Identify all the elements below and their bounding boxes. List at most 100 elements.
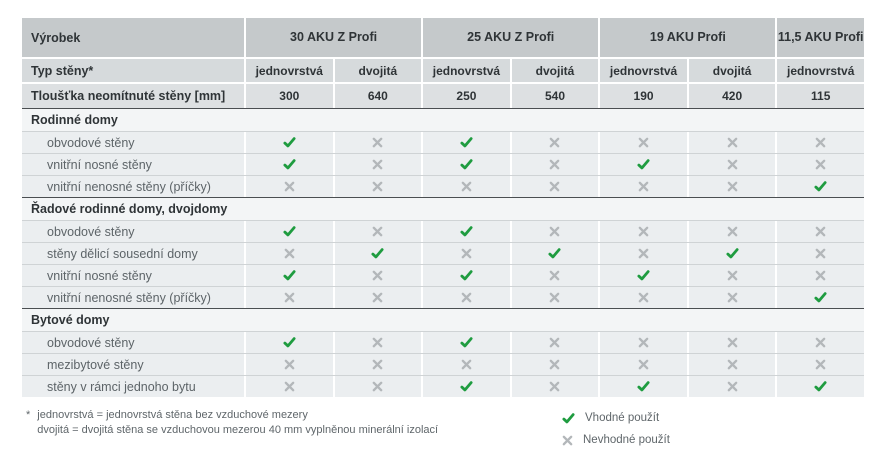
cross-icon bbox=[815, 359, 826, 370]
mark-cell bbox=[777, 376, 864, 397]
mark-cell bbox=[688, 154, 776, 175]
cross-icon bbox=[638, 337, 649, 348]
cross-icon bbox=[372, 226, 383, 237]
cross-icon bbox=[815, 337, 826, 348]
row-label: obvodové stěny bbox=[22, 221, 244, 242]
cross-icon bbox=[372, 159, 383, 170]
cross-icon bbox=[549, 226, 560, 237]
check-icon bbox=[637, 380, 650, 393]
mark-cell bbox=[246, 221, 333, 242]
section-header-row: Řadové rodinné domy, dvojdomy bbox=[22, 197, 864, 220]
table-row: vnitřní nosné stěny bbox=[22, 153, 864, 175]
mark-cell bbox=[423, 332, 510, 353]
thickness-cell: 250 bbox=[423, 84, 510, 108]
check-icon bbox=[460, 269, 473, 282]
check-icon bbox=[371, 247, 384, 260]
cross-icon bbox=[549, 181, 560, 192]
cross-icon bbox=[461, 248, 472, 259]
cross-icon bbox=[727, 292, 738, 303]
mark-cell bbox=[423, 287, 510, 308]
footnote-line-2: dvojitá = dvojitá stěna se vzduchovou me… bbox=[37, 424, 439, 436]
wall-type-cell: dvojitá bbox=[511, 59, 599, 82]
thickness-cell: 115 bbox=[777, 84, 864, 108]
mark-cell bbox=[688, 376, 776, 397]
cross-icon bbox=[461, 359, 472, 370]
cross-icon bbox=[638, 359, 649, 370]
mark-cell bbox=[688, 332, 776, 353]
table-row: vnitřní nenosné stěny (příčky) bbox=[22, 286, 864, 308]
table-row: obvodové stěny bbox=[22, 131, 864, 153]
check-icon bbox=[460, 336, 473, 349]
cross-icon bbox=[461, 292, 472, 303]
cross-icon bbox=[284, 359, 295, 370]
mark-cell bbox=[777, 221, 864, 242]
mark-cell bbox=[688, 354, 776, 375]
row-label: obvodové stěny bbox=[22, 132, 244, 153]
cross-icon bbox=[727, 181, 738, 192]
section-header-row: Bytové domy bbox=[22, 308, 864, 331]
row-label: mezibytové stěny bbox=[22, 354, 244, 375]
mark-cell bbox=[511, 221, 599, 242]
thickness-cell: 640 bbox=[334, 84, 422, 108]
mark-cell bbox=[511, 376, 599, 397]
mark-cell bbox=[600, 132, 687, 153]
table-row: obvodové stěny bbox=[22, 220, 864, 242]
table-row: vnitřní nosné stěny bbox=[22, 264, 864, 286]
mark-cell bbox=[334, 354, 422, 375]
mark-cell bbox=[688, 132, 776, 153]
cross-icon bbox=[727, 137, 738, 148]
mark-cell bbox=[777, 332, 864, 353]
check-icon bbox=[637, 158, 650, 171]
mark-cell bbox=[777, 176, 864, 197]
mark-cell bbox=[423, 265, 510, 286]
cross-icon bbox=[727, 337, 738, 348]
check-icon bbox=[637, 269, 650, 282]
cross-icon bbox=[727, 381, 738, 392]
product-column-header: Výrobek bbox=[22, 18, 244, 57]
mark-cell bbox=[423, 221, 510, 242]
cross-icon bbox=[549, 337, 560, 348]
check-icon bbox=[460, 380, 473, 393]
mark-cell bbox=[334, 176, 422, 197]
mark-cell bbox=[334, 265, 422, 286]
cross-icon bbox=[549, 270, 560, 281]
table-row: vnitřní nenosné stěny (příčky) bbox=[22, 175, 864, 197]
mark-cell bbox=[600, 243, 687, 264]
mark-cell bbox=[777, 132, 864, 153]
check-icon bbox=[460, 158, 473, 171]
thickness-cell: 300 bbox=[246, 84, 333, 108]
product-header-2: 25 AKU Z Profi bbox=[423, 18, 599, 57]
mark-cell bbox=[511, 132, 599, 153]
cross-icon bbox=[638, 292, 649, 303]
row-label: obvodové stěny bbox=[22, 332, 244, 353]
row-label: stěny v rámci jednoho bytu bbox=[22, 376, 244, 397]
product-header-row: Výrobek 30 AKU Z Profi 25 AKU Z Profi 19 AK… bbox=[22, 18, 864, 57]
mark-cell bbox=[600, 221, 687, 242]
row-label: vnitřní nenosné stěny (příčky) bbox=[22, 287, 244, 308]
cross-icon bbox=[549, 381, 560, 392]
cross-icon bbox=[549, 292, 560, 303]
row-label: vnitřní nosné stěny bbox=[22, 154, 244, 175]
mark-cell bbox=[600, 354, 687, 375]
mark-cell bbox=[777, 243, 864, 264]
wall-type-cell: jednovrstvá bbox=[777, 59, 864, 82]
cross-icon bbox=[549, 137, 560, 148]
mark-cell bbox=[511, 354, 599, 375]
table-row: stěny v rámci jednoho bytu bbox=[22, 375, 864, 397]
mark-cell bbox=[334, 287, 422, 308]
cross-icon bbox=[638, 137, 649, 148]
cross-icon bbox=[372, 181, 383, 192]
legend: Vhodné použít Nevhodné použít bbox=[562, 407, 670, 451]
wall-type-cell: dvojitá bbox=[688, 59, 776, 82]
cross-icon bbox=[815, 270, 826, 281]
footnote-marker: * bbox=[26, 409, 31, 421]
mark-cell bbox=[600, 265, 687, 286]
mark-cell bbox=[600, 154, 687, 175]
section-header-row: Rodinné domy bbox=[22, 108, 864, 131]
mark-cell bbox=[688, 265, 776, 286]
mark-cell bbox=[246, 265, 333, 286]
thickness-cell: 420 bbox=[688, 84, 776, 108]
cross-icon bbox=[638, 181, 649, 192]
check-icon bbox=[283, 336, 296, 349]
product-table: Výrobek 30 AKU Z Profi 25 AKU Z Profi 19 AK… bbox=[22, 18, 864, 397]
